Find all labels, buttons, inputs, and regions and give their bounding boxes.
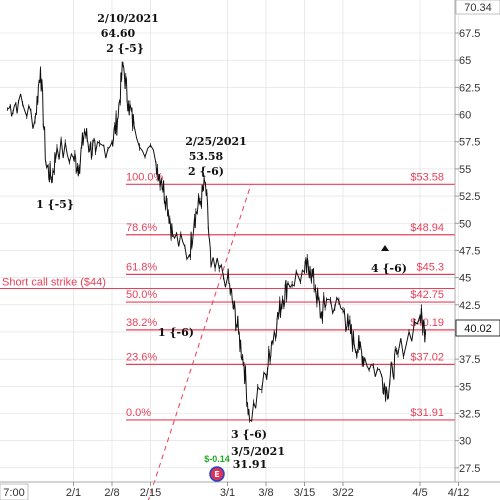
fib-price-label: $45.3	[416, 261, 444, 273]
fib-pct-label: 38.2%	[126, 317, 157, 329]
fib-pct-label: 61.8%	[126, 261, 157, 273]
x-tick-label: 3/22	[332, 487, 353, 499]
y-tick-label: 37.5	[459, 354, 480, 366]
dashed-trend-line	[147, 184, 252, 500]
y-tick-label: 50	[459, 218, 471, 230]
annotation-mar5-price: 31.91	[233, 458, 267, 471]
svg-text:E: E	[214, 470, 219, 479]
annotations: 2/10/2021 64.60 2 {-5} 2/25/2021 53.58 2…	[36, 12, 407, 471]
x-tick-label: 2/8	[104, 487, 119, 499]
last-price-box	[455, 319, 500, 337]
annotation-feb25-wave: 2 {-6)	[188, 165, 224, 178]
fib-price-label: $37.02	[410, 351, 444, 363]
annotation-feb10-wave: 2 {-5}	[106, 42, 144, 55]
annotation-feb10-date: 2/10/2021	[97, 12, 159, 25]
annotation-wave1-a: 1 {-5}	[36, 198, 74, 211]
x-tick-label: 3/8	[258, 487, 273, 499]
y-tick-label: 30	[459, 436, 471, 448]
y-tick-label: 27.5	[459, 463, 480, 475]
annotation-feb25-date: 2/25/2021	[185, 135, 247, 148]
fib-pct-label: 50.0%	[126, 289, 157, 301]
annotation-wave1-b: 1 {-6)	[158, 326, 194, 339]
annotation-feb10-price: 64.60	[101, 27, 136, 40]
time-label: 7:00	[3, 487, 24, 499]
y-tick-label: 57.5	[459, 137, 480, 149]
fib-price-label: $48.94	[410, 222, 444, 234]
annotation-wave3: 3 {-6)	[231, 428, 267, 441]
time-label-box	[0, 483, 29, 500]
y-tick-label: 60	[459, 110, 471, 122]
fib-pct-label: 100.0%	[126, 171, 164, 183]
top-value-box	[455, 0, 500, 15]
fib-price-label: $31.91	[410, 407, 444, 419]
y-tick-label: 55	[459, 164, 471, 176]
earnings-badge[interactable]: $-0.14 E	[204, 454, 230, 482]
fib-price-label: $42.75	[410, 289, 444, 301]
earnings-icon[interactable]	[209, 466, 225, 482]
x-tick-label: 4/5	[412, 487, 427, 499]
fib-pct-label: 0.0%	[126, 407, 151, 419]
top-value-label: 70.34	[464, 2, 492, 14]
annotation-wave4: 4 {-6)	[371, 262, 407, 275]
earnings-value: $-0.14	[204, 454, 230, 464]
fib-price-label: $53.58	[410, 171, 444, 183]
x-tick-label: 2/1	[66, 487, 81, 499]
y-tick-label: 42.5	[459, 300, 480, 312]
price-series	[7, 61, 426, 423]
fib-pct-label: 78.6%	[126, 222, 157, 234]
trend-line	[147, 184, 252, 500]
y-tick-label: 32.5	[459, 409, 480, 421]
fib-pct-label: 23.6%	[126, 351, 157, 363]
x-axis-ticks: 2/1 2/8 2/15 3/1 3/8 3/15 3/22 4/5 4/12	[66, 482, 469, 499]
y-tick-label: 45	[459, 273, 471, 285]
y-tick-label: 47.5	[459, 245, 480, 257]
annotation-mar5-date: 3/5/2021	[231, 445, 285, 458]
x-tick-label: 3/15	[294, 487, 315, 499]
x-tick-label: 2/15	[140, 487, 161, 499]
y-tick-label: 65	[459, 55, 471, 67]
last-price-label: 40.02	[464, 323, 492, 335]
wave4-triangle-icon	[381, 245, 389, 251]
annotation-feb25-price: 53.58	[189, 150, 224, 163]
y-tick-label: 52.5	[459, 191, 480, 203]
short-call-label: Short call strike ($44)	[2, 276, 106, 288]
y-tick-label: 67.5	[459, 28, 480, 40]
y-tick-label: 35	[459, 381, 471, 393]
x-tick-label: 4/12	[448, 487, 469, 499]
x-tick-label: 3/1	[220, 487, 235, 499]
y-tick-label: 62.5	[459, 82, 480, 94]
